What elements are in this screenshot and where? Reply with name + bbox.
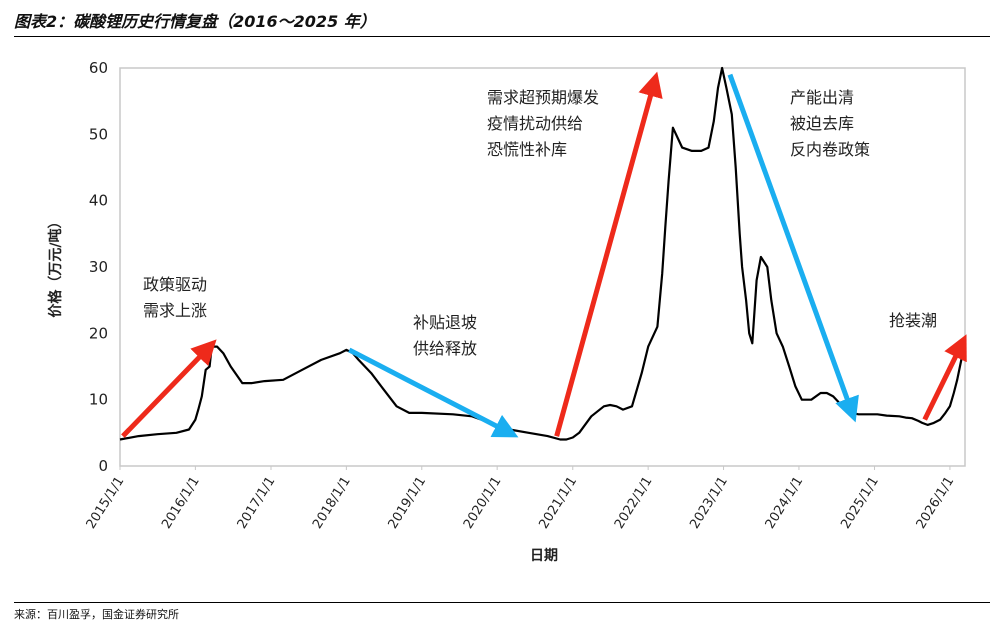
y-tick-label: 60 bbox=[89, 59, 108, 77]
x-tick-label: 2026/1/1 bbox=[914, 474, 958, 531]
y-tick-label: 0 bbox=[98, 457, 108, 475]
y-tick-label: 30 bbox=[89, 258, 108, 276]
annotation-text: 反内卷政策 bbox=[790, 140, 870, 159]
y-tick-label: 10 bbox=[89, 391, 108, 409]
down-trend-arrow bbox=[727, 73, 859, 423]
price-line bbox=[119, 66, 966, 441]
y-tick-label: 40 bbox=[89, 192, 108, 210]
x-tick-label: 2021/1/1 bbox=[536, 474, 580, 531]
x-axis: 2015/1/1 2016/1/1 2017/1/1 2018/1/1 2019/1/1… bbox=[84, 466, 958, 532]
x-axis-label: 日期 bbox=[530, 548, 558, 564]
x-tick-label: 2024/1/1 bbox=[763, 474, 807, 531]
x-tick-label: 2020/1/1 bbox=[461, 474, 505, 531]
x-tick-label: 2018/1/1 bbox=[310, 474, 354, 531]
annotation-text: 产能出清 bbox=[790, 88, 854, 107]
y-axis-label: 价格（万元/吨） bbox=[47, 214, 64, 317]
annotation-text: 需求上涨 bbox=[143, 301, 207, 320]
source-rule bbox=[14, 602, 990, 603]
annotation-text: 补贴退坡 bbox=[413, 313, 477, 332]
x-tick-label: 2017/1/1 bbox=[235, 474, 279, 531]
up-trend-arrow bbox=[554, 71, 663, 437]
x-tick-label: 2015/1/1 bbox=[84, 474, 128, 531]
x-tick-label: 2019/1/1 bbox=[386, 474, 430, 531]
arrow-layer bbox=[121, 71, 967, 438]
annotation-text: 需求超预期爆发 bbox=[487, 88, 599, 107]
figure-title: 图表2：碳酸锂历史行情复盘（2016～2025 年） bbox=[14, 12, 376, 31]
plot-frame bbox=[119, 67, 966, 467]
y-axis: 0 10 20 30 40 50 60 bbox=[89, 59, 108, 475]
y-tick-label: 20 bbox=[89, 324, 108, 342]
up-trend-arrow bbox=[121, 339, 217, 438]
up-trend-arrow bbox=[922, 334, 967, 421]
title-rule bbox=[14, 36, 990, 37]
y-tick-label: 50 bbox=[89, 125, 108, 143]
x-tick-label: 2023/1/1 bbox=[687, 474, 731, 531]
down-trend-arrow bbox=[348, 347, 519, 438]
series-layer bbox=[119, 66, 966, 441]
x-tick-label: 2022/1/1 bbox=[612, 474, 656, 531]
annotation-5: 抢装潮 bbox=[889, 311, 937, 330]
annotation-text: 政策驱动 bbox=[143, 275, 207, 294]
x-tick-label: 2016/1/1 bbox=[159, 474, 203, 531]
source-note: 来源：百川盈孚，国金证券研究所 bbox=[14, 608, 179, 621]
annotation-text: 恐慌性补库 bbox=[487, 140, 567, 159]
annotation-text: 抢装潮 bbox=[889, 311, 937, 330]
annotation-text: 供给释放 bbox=[413, 339, 477, 358]
annotation-text: 疫情扰动供给 bbox=[487, 114, 583, 133]
annotation-text: 被迫去库 bbox=[790, 114, 854, 133]
x-tick-label: 2025/1/1 bbox=[838, 474, 882, 531]
